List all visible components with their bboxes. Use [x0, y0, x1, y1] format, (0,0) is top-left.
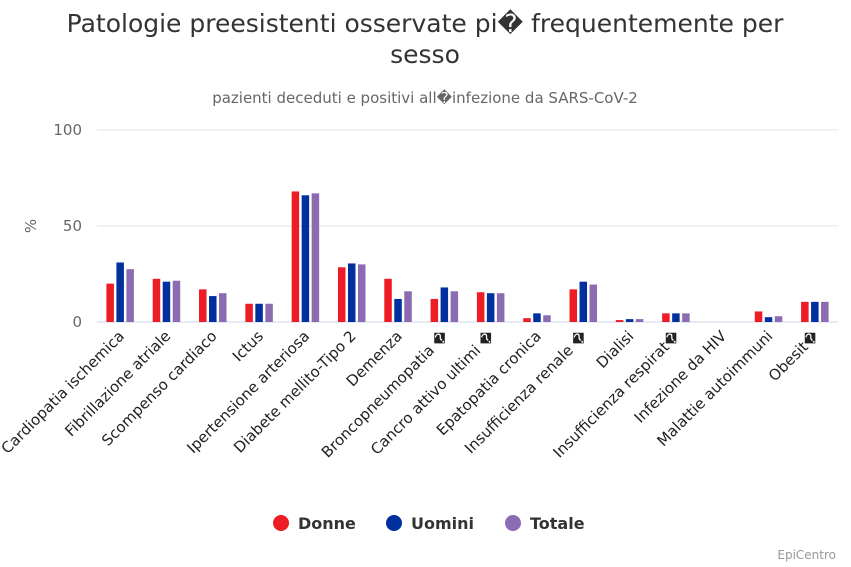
legend-label: Uomini — [411, 514, 474, 533]
x-tick-label: Obesit� — [765, 327, 823, 385]
bar-uomini[interactable] — [764, 317, 773, 322]
bar-totale[interactable] — [404, 291, 412, 322]
bar-totale[interactable] — [589, 284, 598, 322]
bar-uomini[interactable] — [162, 281, 171, 322]
bar-uomini[interactable] — [533, 313, 541, 322]
credit-label[interactable]: EpiCentro — [777, 548, 836, 562]
bar-totale[interactable] — [219, 293, 227, 322]
y-axis-label: % — [22, 219, 40, 233]
bar-donne[interactable] — [430, 298, 439, 322]
bar-uomini[interactable] — [486, 293, 495, 322]
bar-donne[interactable] — [615, 320, 624, 322]
legend: Donne Uomini Totale — [273, 514, 585, 533]
bar-uomini[interactable] — [579, 281, 588, 322]
bar-totale[interactable] — [450, 291, 459, 322]
bar-donne[interactable] — [476, 292, 485, 322]
y-axis-ticks: 0 50 100 — [53, 121, 82, 331]
y-tick-label: 50 — [63, 217, 82, 235]
bar-donne[interactable] — [152, 278, 161, 322]
bar-uomini[interactable] — [301, 195, 310, 322]
bar-uomini[interactable] — [255, 303, 263, 322]
chart-title-line-1: Patologie preesistenti osservate pi� fre… — [67, 9, 784, 38]
bar-uomini[interactable] — [209, 296, 217, 322]
y-tick-label: 0 — [72, 313, 82, 331]
bar-donne[interactable] — [384, 278, 392, 322]
bar-uomini[interactable] — [672, 313, 680, 322]
legend-marker — [273, 515, 289, 531]
bar-totale[interactable] — [265, 303, 273, 322]
chart-title-line-2: sesso — [390, 40, 460, 69]
legend-item-uomini[interactable]: Uomini — [386, 514, 474, 533]
bar-donne[interactable] — [801, 301, 809, 322]
bar-totale[interactable] — [172, 280, 181, 322]
bar-donne[interactable] — [337, 267, 346, 322]
legend-label: Donne — [298, 514, 356, 533]
legend-item-donne[interactable]: Donne — [273, 514, 356, 533]
chart-subtitle: pazienti deceduti e positivi all�infezio… — [212, 89, 638, 107]
y-tick-label: 100 — [53, 121, 82, 139]
bar-totale[interactable] — [496, 293, 505, 322]
bar-uomini[interactable] — [625, 319, 634, 322]
bar-donne[interactable] — [106, 283, 114, 322]
legend-label: Totale — [530, 514, 585, 533]
bar-totale[interactable] — [635, 319, 644, 322]
bar-donne[interactable] — [569, 289, 578, 322]
bar-uomini[interactable] — [811, 301, 819, 322]
legend-marker — [386, 515, 402, 531]
bar-series — [106, 191, 829, 322]
legend-marker — [505, 515, 521, 531]
bar-donne[interactable] — [662, 313, 670, 322]
bar-totale[interactable] — [311, 193, 320, 322]
bar-donne[interactable] — [754, 311, 763, 322]
bar-donne[interactable] — [291, 191, 300, 322]
bar-uomini[interactable] — [394, 298, 402, 322]
bar-totale[interactable] — [543, 315, 551, 322]
bar-donne[interactable] — [245, 303, 253, 322]
bar-totale[interactable] — [821, 301, 829, 322]
bar-totale[interactable] — [357, 264, 366, 322]
bar-donne[interactable] — [199, 289, 207, 322]
bar-uomini[interactable] — [347, 263, 356, 322]
bar-totale[interactable] — [774, 316, 783, 322]
bar-donne[interactable] — [523, 318, 531, 322]
gridlines — [97, 129, 838, 323]
x-tick-label: Ictus — [229, 327, 267, 365]
x-tick-label: Dialisi — [593, 327, 638, 372]
bar-uomini[interactable] — [440, 287, 449, 322]
bar-totale[interactable] — [126, 269, 134, 322]
bar-uomini[interactable] — [116, 262, 124, 322]
legend-item-totale[interactable]: Totale — [505, 514, 585, 533]
bar-totale[interactable] — [682, 313, 690, 322]
